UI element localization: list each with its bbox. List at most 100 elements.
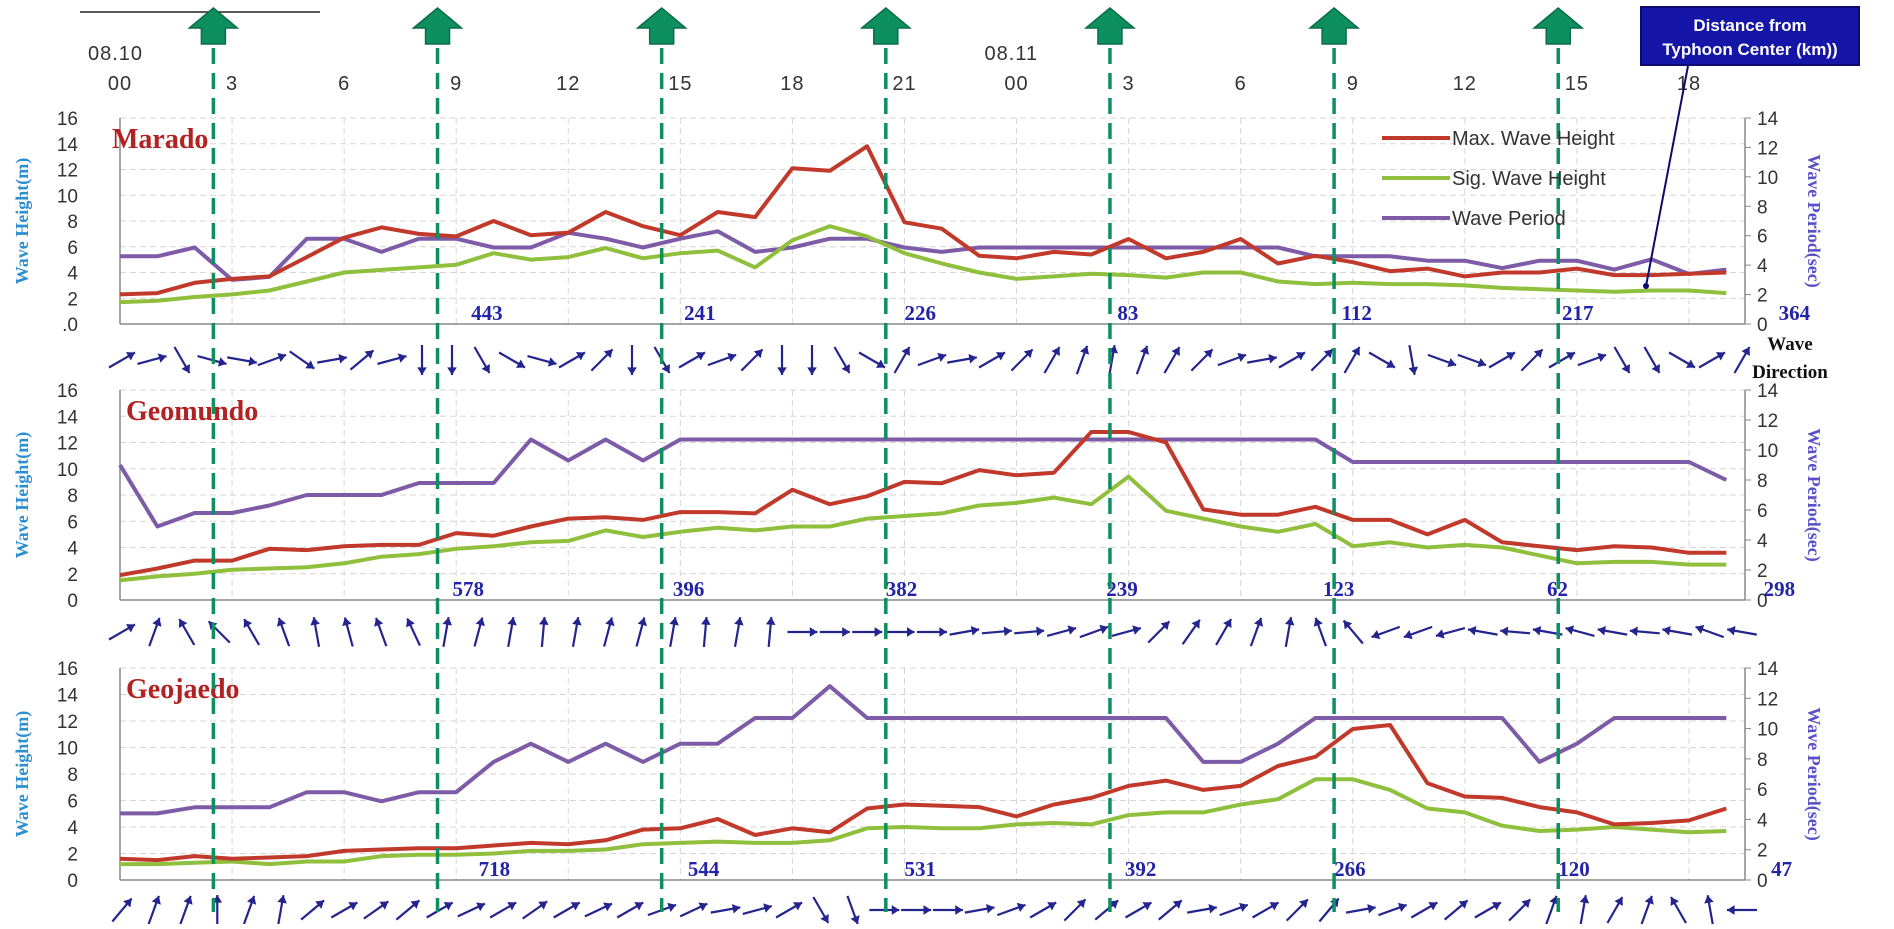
legend-label: Sig. Wave Height — [1452, 168, 1606, 190]
wave-direction-arrow — [473, 617, 485, 647]
wave-direction-arrow — [242, 895, 257, 925]
arrow-head — [695, 352, 705, 361]
arrow-head — [1435, 629, 1445, 639]
arrow-head — [1351, 347, 1360, 357]
arrow-head — [538, 901, 548, 910]
arrow-head — [1076, 899, 1086, 909]
wave-direction-arrow — [1345, 903, 1376, 914]
marker-arrow-shape — [1083, 7, 1137, 45]
wave-direction-arrow — [1500, 626, 1531, 637]
wave-direction-arrow — [1371, 625, 1401, 640]
distance-label: 396 — [673, 577, 705, 601]
wave-direction-arrow — [317, 353, 347, 364]
arrow-head — [1269, 902, 1279, 911]
wave-direction-arrow — [819, 627, 850, 637]
arrow-head — [1662, 625, 1671, 636]
arrow-head — [1715, 352, 1725, 361]
wave-direction-arrow — [1435, 627, 1466, 639]
wave-direction-arrow — [1247, 353, 1277, 364]
arrow-head — [1172, 900, 1182, 909]
wave-direction-arrow — [740, 348, 764, 372]
y-left-tick-label: 14 — [57, 686, 79, 707]
wave-direction-arrow — [178, 618, 196, 646]
series-line-sig-wave-height — [119, 474, 1727, 583]
arrow-head — [1447, 357, 1457, 368]
marker-arrow-shape — [859, 7, 912, 45]
arrow-head — [1036, 626, 1045, 637]
arrow-head — [1067, 625, 1077, 635]
wave-direction-arrow — [553, 901, 581, 919]
wave-direction-arrow — [733, 617, 744, 647]
arrow-head — [1521, 899, 1531, 909]
wave-direction-arrow — [1548, 351, 1576, 369]
distance-box-pointer-end — [1643, 283, 1649, 289]
arrow-head — [125, 624, 135, 633]
arrow-head — [152, 617, 162, 627]
arrow-head — [406, 618, 415, 628]
arrow-head — [907, 627, 915, 637]
arrow-head — [1644, 895, 1654, 905]
wave-direction-arrow — [1368, 351, 1396, 369]
arrow-head — [968, 353, 977, 364]
wave-direction-arrow — [949, 625, 980, 636]
arrow-head — [1385, 359, 1395, 368]
marker-arrow-shape — [635, 7, 688, 45]
wave-direction-arrow — [374, 617, 388, 647]
arrow-head — [1685, 359, 1695, 368]
y-right-tick-label: 14 — [1757, 109, 1779, 130]
wave-direction-arrow — [426, 901, 454, 919]
time-tick-label-6: 18 — [780, 73, 804, 95]
wave-direction-arrow — [1215, 618, 1233, 646]
wave-direction-arrow — [349, 349, 375, 371]
wave-direction-arrow — [678, 351, 706, 369]
arrow-head — [1139, 345, 1150, 355]
wave-direction-arrow — [584, 902, 613, 918]
wave-direction-arrow — [108, 623, 136, 641]
wave-direction-arrow — [289, 350, 315, 370]
distance-marker-arrow-icon — [1308, 7, 1361, 45]
wave-direction-arrow — [812, 896, 830, 924]
y-left-title: Wave Height(m) — [12, 158, 33, 284]
arrow-head — [627, 367, 637, 375]
arrow-head — [410, 900, 420, 909]
arrow-head — [1397, 902, 1407, 913]
arrow-head — [1160, 621, 1170, 631]
y-right-tick-label: 0 — [1757, 591, 1768, 612]
arrow-head — [476, 902, 486, 912]
y-right-title: Wave Period(sec) — [1803, 707, 1824, 840]
arrow-head — [1268, 353, 1277, 364]
arrow-head — [1253, 617, 1264, 627]
wave-direction-arrow — [679, 902, 708, 918]
arrow-head — [1208, 903, 1217, 914]
y-left-tick-label: 0 — [67, 871, 78, 892]
y-left-tick-label: 8 — [67, 765, 78, 786]
time-tick-label-14: 18 — [1677, 73, 1701, 95]
wave-direction-arrow — [1313, 617, 1327, 647]
wave-direction-arrow — [1613, 346, 1631, 374]
wave-direction-arrow — [489, 901, 517, 919]
arrow-head — [348, 902, 358, 911]
y-right-tick-label: 8 — [1757, 197, 1768, 218]
y-right-tick-label: 8 — [1757, 750, 1768, 771]
y-left-tick-label: 6 — [67, 792, 78, 813]
series-line-max-wave-height — [119, 144, 1727, 297]
arrow-head — [575, 352, 585, 361]
y-left-tick-label: 10 — [57, 739, 78, 760]
wave-direction-arrow — [1698, 351, 1726, 369]
time-tick-label-13: 15 — [1565, 73, 1589, 95]
arrow-head — [181, 363, 190, 373]
wave-direction-arrow — [1408, 345, 1419, 375]
wave-direction-arrow — [1488, 351, 1516, 369]
arrow-head — [637, 617, 647, 627]
wave-direction-arrow — [1427, 353, 1457, 368]
arrow-head — [151, 895, 161, 905]
time-tick-label-4: 12 — [556, 73, 580, 95]
arrow-head — [442, 617, 453, 626]
panel-geomundo: 16 14 12 10 8 6 4 2 0 14 12 10 8 6 4 2 0 Wave Height(m) Wa… — [12, 381, 1824, 648]
arrow-head — [1629, 626, 1638, 637]
wave-direction-arrow — [884, 627, 915, 637]
wave-direction-arrow — [1343, 346, 1361, 374]
wave-direction-arrow — [1094, 899, 1119, 921]
arrow-head — [1403, 629, 1413, 640]
